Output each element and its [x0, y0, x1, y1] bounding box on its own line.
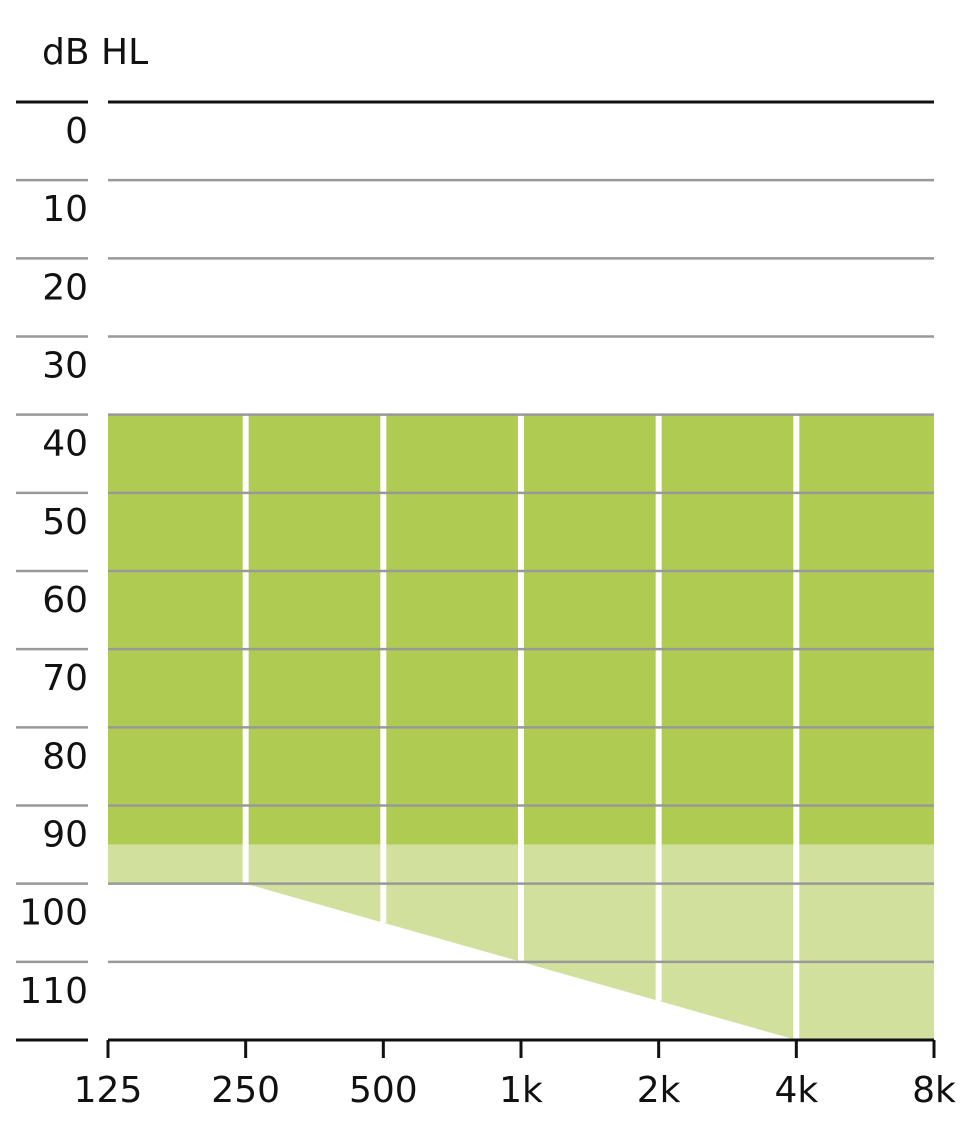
- y-tick-label: 10: [42, 189, 88, 230]
- x-tick-label: 8k: [912, 1070, 956, 1111]
- y-tick-label: 100: [19, 893, 88, 934]
- x-tick-label: 125: [74, 1070, 143, 1111]
- x-tick-label: 250: [211, 1070, 280, 1111]
- y-tick-label: 20: [42, 267, 88, 308]
- y-tick-label: 80: [42, 736, 88, 777]
- x-tick-label: 1k: [499, 1070, 543, 1111]
- y-tick-label: 30: [42, 346, 88, 387]
- y-tick-label: 40: [42, 424, 88, 465]
- y-tick-label: 90: [42, 815, 88, 856]
- y-tick-label: 110: [19, 971, 88, 1012]
- x-tick-label: 2k: [637, 1070, 681, 1111]
- y-axis-title: dB HL: [42, 32, 148, 73]
- y-tick-label: 70: [42, 658, 88, 699]
- y-tick-label: 50: [42, 502, 88, 543]
- x-tick-label: 500: [349, 1070, 418, 1111]
- y-tick-label: 0: [65, 111, 88, 152]
- x-tick-label: 4k: [774, 1070, 818, 1111]
- y-tick-label: 60: [42, 580, 88, 621]
